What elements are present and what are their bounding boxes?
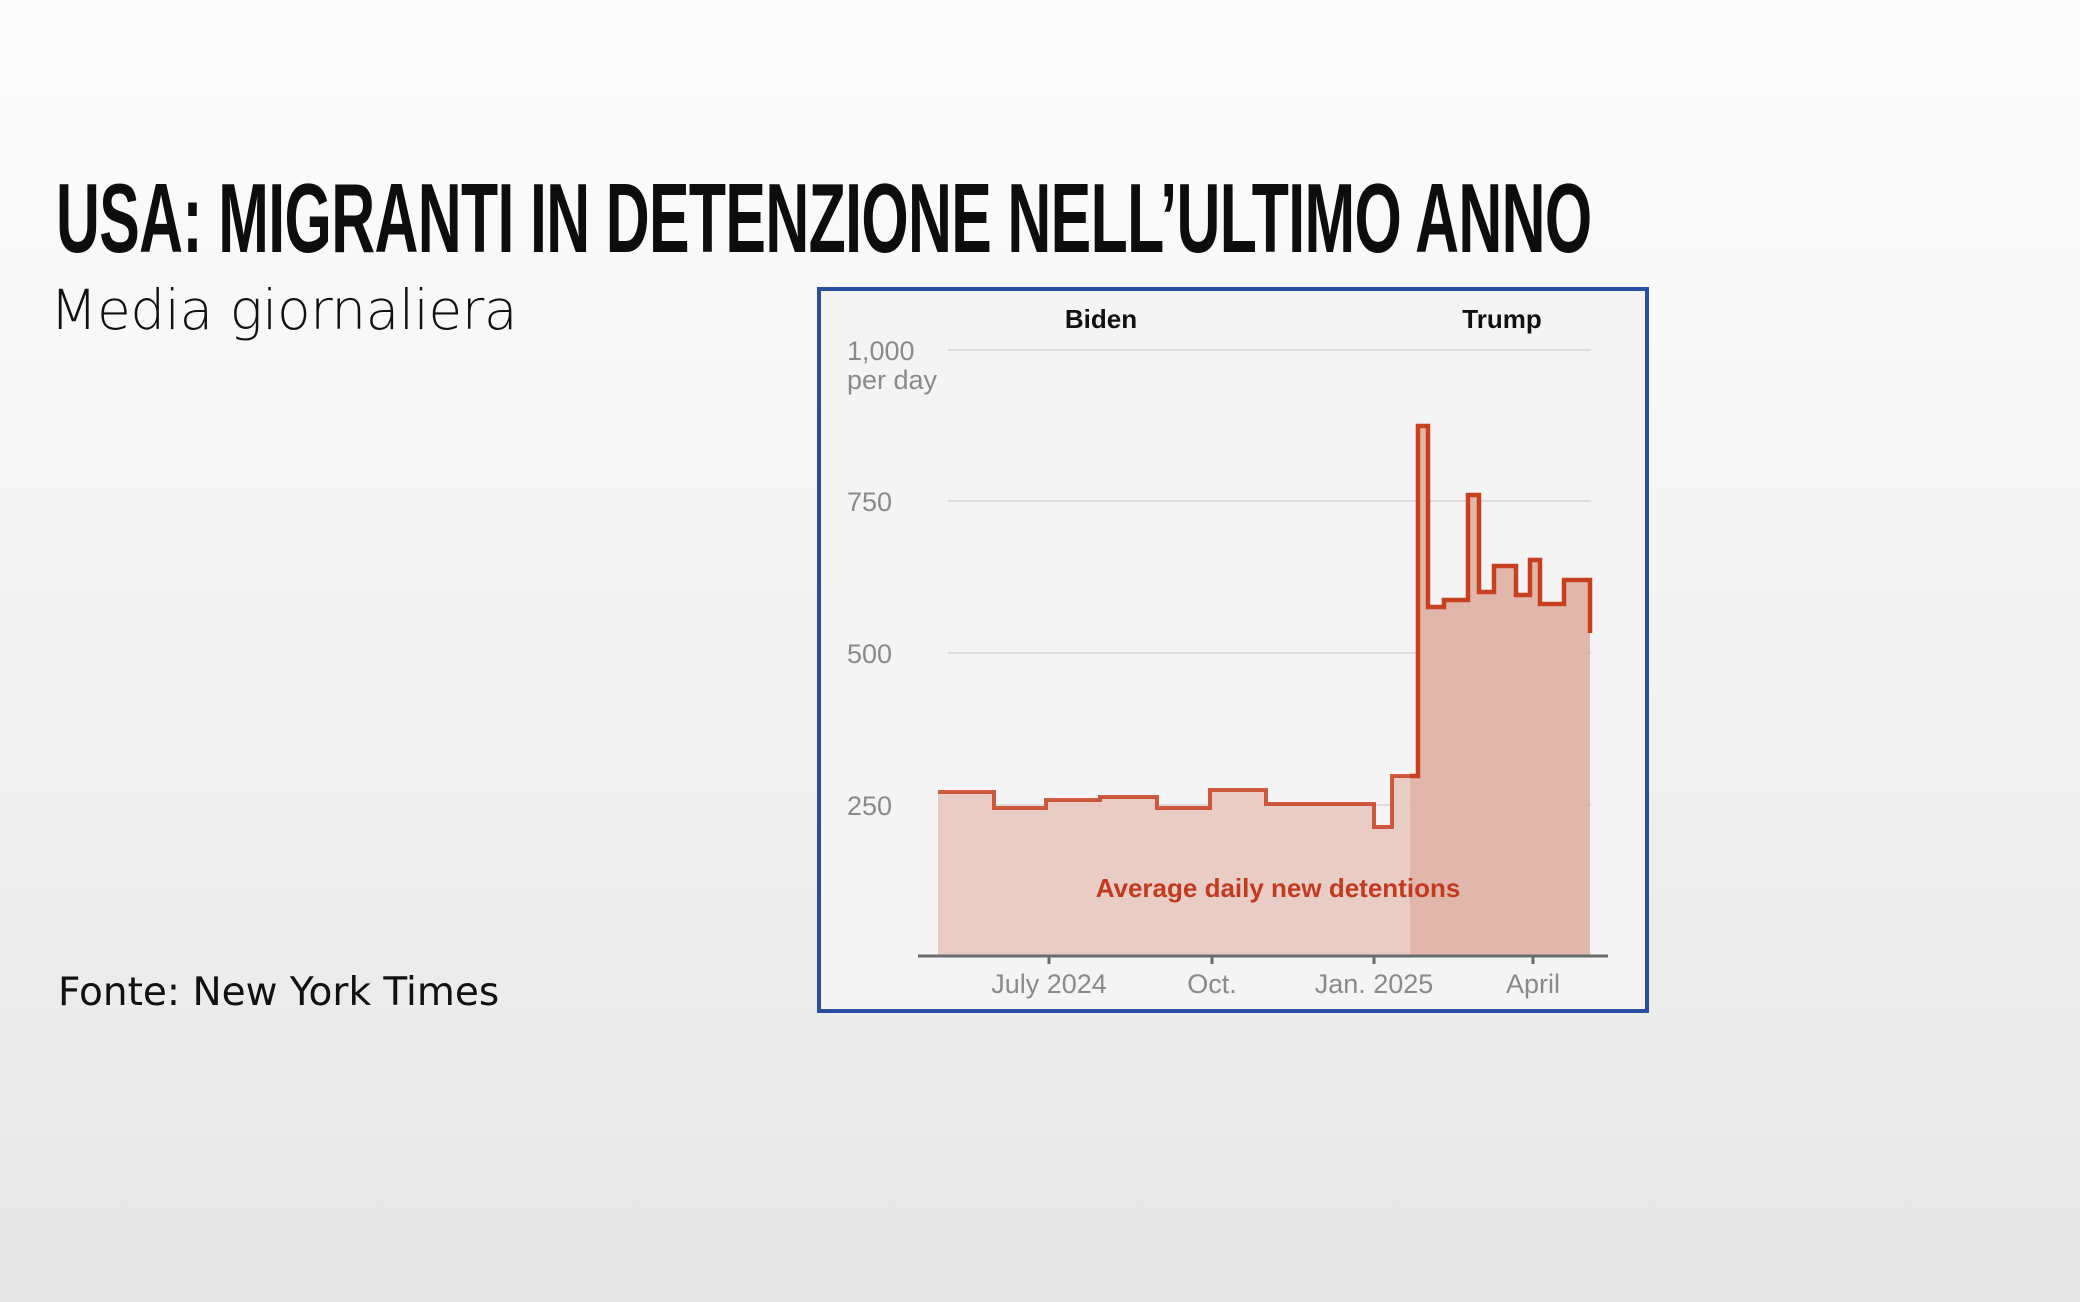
y-tick-500: 500 (847, 639, 892, 669)
detentions-step-line (938, 774, 1410, 829)
y-axis-unit: per day (847, 365, 938, 395)
x-label-april: April (1506, 969, 1560, 999)
trump-area-fill (1410, 426, 1590, 956)
x-label-oct: Oct. (1187, 969, 1237, 999)
x-label-jan-2025: Jan. 2025 (1315, 969, 1434, 999)
y-tick-250: 250 (847, 791, 892, 821)
era-label-biden: Biden (1065, 304, 1137, 334)
page-subtitle: Media giornaliera (50, 278, 518, 342)
y-tick-750: 750 (847, 487, 892, 517)
x-label-july-2024: July 2024 (991, 969, 1107, 999)
series-annotation: Average daily new detentions (1096, 873, 1461, 903)
detentions-chart: Biden Trump 1,000 per day 750 500 250 Ju… (847, 304, 1608, 999)
y-tick-1000: 1,000 (847, 336, 915, 366)
chart-frame: Biden Trump 1,000 per day 750 500 250 Ju… (817, 287, 1649, 1013)
detentions-step-line-trump (1410, 423, 1593, 779)
biden-area-fill (938, 776, 1410, 956)
page-title: USA: MIGRANTI IN DETENZIONE NELL’ULTIMO … (56, 163, 1592, 273)
era-label-trump: Trump (1462, 304, 1541, 334)
source-caption: Fonte: New York Times (58, 970, 500, 1015)
